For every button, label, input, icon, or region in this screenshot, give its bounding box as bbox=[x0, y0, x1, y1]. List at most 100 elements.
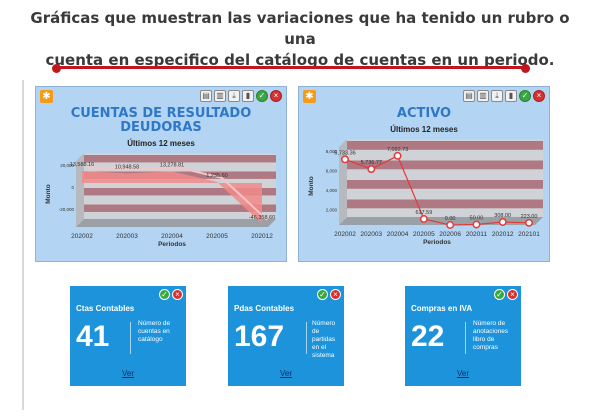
card-number: 22 bbox=[411, 320, 445, 353]
x-axis-label: Periodos bbox=[423, 239, 451, 246]
area-series bbox=[82, 171, 262, 224]
export-icon[interactable]: ⤓ bbox=[228, 90, 240, 102]
plot-floor bbox=[76, 219, 276, 227]
y-tick-label: 2,000 bbox=[326, 208, 338, 213]
card-divider bbox=[465, 322, 466, 354]
plot-band bbox=[347, 160, 543, 170]
panel-subtitle: Últimos 12 meses bbox=[390, 125, 458, 134]
y-axis-label: Monto bbox=[45, 184, 52, 204]
x-tick-label: 202011 bbox=[466, 231, 488, 238]
export-icon[interactable]: ⤓ bbox=[491, 90, 503, 102]
printer-icon[interactable]: ▥ bbox=[477, 90, 489, 102]
x-tick-label: 202012 bbox=[251, 233, 273, 240]
data-label: 10,948.58 bbox=[115, 164, 139, 170]
panel-title-line-2: DEUDORAS bbox=[120, 120, 202, 135]
card-link-ver[interactable]: Ver bbox=[456, 369, 469, 378]
bar-chart-icon[interactable]: ▮ bbox=[505, 90, 517, 102]
panel-title: ACTIVO bbox=[299, 107, 549, 121]
x-tick-label: 202006 bbox=[439, 231, 461, 238]
data-label: 1,235.60 bbox=[206, 173, 227, 179]
data-point bbox=[393, 151, 402, 160]
check-icon[interactable]: ✓ bbox=[519, 90, 531, 102]
headline-line-2: cuenta en especifico del catálogo de cue… bbox=[45, 51, 555, 69]
y-tick-label: -20,000 bbox=[59, 207, 75, 212]
close-icon[interactable]: × bbox=[533, 90, 545, 102]
area-series-top bbox=[86, 166, 268, 221]
x-tick-label: 202012 bbox=[492, 231, 514, 238]
check-icon[interactable]: ✓ bbox=[494, 289, 505, 300]
panel-title-line-1: ACTIVO bbox=[396, 106, 452, 121]
card-compras-iva: ✓ × Compras en IVA 22 Número de anotacio… bbox=[405, 286, 521, 386]
card-description: Número de partidas en el sistema bbox=[312, 320, 336, 359]
card-link-ver[interactable]: Ver bbox=[121, 369, 134, 378]
data-point bbox=[498, 218, 507, 226]
data-label: 308.00 bbox=[494, 213, 511, 219]
print-icon[interactable]: ▤ bbox=[463, 90, 475, 102]
close-icon[interactable]: × bbox=[172, 289, 183, 300]
close-icon[interactable]: × bbox=[330, 289, 341, 300]
data-label: 5,736.77 bbox=[361, 160, 382, 166]
red-divider-dot-right bbox=[521, 64, 530, 73]
chart-panel-activo: ✱ ▤ ▥ ⤓ ▮ ✓ × ACTIVO Últimos 12 meses 6,… bbox=[298, 86, 550, 262]
data-point bbox=[525, 218, 533, 227]
print-icon[interactable]: ▤ bbox=[200, 90, 212, 102]
x-tick-label: 202004 bbox=[387, 231, 409, 238]
plot-floor bbox=[339, 217, 543, 225]
plot-band bbox=[84, 155, 276, 163]
plot-band bbox=[347, 141, 543, 150]
check-icon[interactable]: ✓ bbox=[256, 90, 268, 102]
card-title: Ctas Contables bbox=[76, 304, 135, 313]
panel-subtitle: Últimos 12 meses bbox=[127, 139, 195, 148]
x-tick-label: 202101 bbox=[518, 231, 540, 238]
card-number: 41 bbox=[76, 320, 110, 353]
chart-resultado-deudoras: 13,588.16 10,948.58 13,278.81 1,235.60 -46,3… bbox=[45, 153, 276, 248]
x-tick-label: 202002 bbox=[71, 233, 93, 240]
card-description: Número de anotaciones libro de compras bbox=[473, 320, 509, 351]
chart-toolbar: ▤ ▥ ⤓ ▮ ✓ × bbox=[200, 90, 282, 102]
x-axis-label: Periodos bbox=[158, 241, 186, 248]
check-icon[interactable]: ✓ bbox=[317, 289, 328, 300]
card-description: Número de cuentas en catálogo bbox=[138, 320, 171, 343]
y-tick-label: 6,000 bbox=[326, 169, 338, 174]
printer-icon[interactable]: ▥ bbox=[214, 90, 226, 102]
card-pdas-contables: ✓ × Pdas Contables 167 Número de partida… bbox=[228, 286, 344, 386]
sun-icon[interactable]: ✱ bbox=[40, 90, 53, 103]
x-tick-label: 202004 bbox=[161, 233, 183, 240]
close-icon[interactable]: × bbox=[507, 289, 518, 300]
card-ctas-contables: ✓ × Ctas Contables 41 Número de cuentas … bbox=[70, 286, 186, 386]
sun-icon[interactable]: ✱ bbox=[303, 90, 316, 103]
card-link-ver[interactable]: Ver bbox=[279, 369, 292, 378]
close-icon[interactable]: × bbox=[270, 90, 282, 102]
chart-panel-resultado-deudoras: ✱ ▤ ▥ ⤓ ▮ ✓ × CUENTAS DE RESULTADO DEUDO… bbox=[35, 86, 287, 262]
line-series bbox=[344, 155, 530, 226]
plot-band bbox=[84, 204, 276, 212]
card-tools: ✓ × bbox=[317, 289, 341, 300]
frame-border-left bbox=[22, 80, 24, 410]
data-label: 6,733.36 bbox=[334, 150, 355, 156]
red-divider bbox=[56, 66, 526, 69]
x-tick-label: 202005 bbox=[206, 233, 228, 240]
card-title: Compras en IVA bbox=[411, 304, 473, 313]
page-headline: Gráficas que muestran las variaciones qu… bbox=[20, 8, 580, 71]
plot-band bbox=[347, 180, 543, 189]
red-divider-dot-left bbox=[52, 64, 61, 73]
chart-toolbar: ▤ ▥ ⤓ ▮ ✓ × bbox=[463, 90, 545, 102]
data-point bbox=[472, 220, 481, 229]
card-divider bbox=[306, 322, 307, 354]
data-label: 0.00 bbox=[445, 216, 456, 222]
x-tick-label: 202003 bbox=[360, 231, 382, 238]
bar-chart-icon[interactable]: ▮ bbox=[242, 90, 254, 102]
card-number: 167 bbox=[234, 320, 285, 353]
plot-band bbox=[347, 199, 543, 209]
y-tick-label: 0 bbox=[71, 185, 74, 190]
data-label: 50.00 bbox=[470, 216, 484, 222]
data-label: 7,092.73 bbox=[387, 147, 408, 153]
check-icon[interactable]: ✓ bbox=[159, 289, 170, 300]
headline-line-1: Gráficas que muestran las variaciones qu… bbox=[30, 9, 570, 48]
chart-activo: 6,733.36 5,736.77 7,092.73 617.59 0.00 50.00 3… bbox=[308, 139, 543, 246]
data-point bbox=[419, 215, 428, 223]
data-label: 13,278.81 bbox=[160, 162, 184, 168]
y-axis-label: Monto bbox=[308, 176, 315, 196]
card-tools: ✓ × bbox=[494, 289, 518, 300]
data-label: 13,588.16 bbox=[70, 162, 94, 168]
